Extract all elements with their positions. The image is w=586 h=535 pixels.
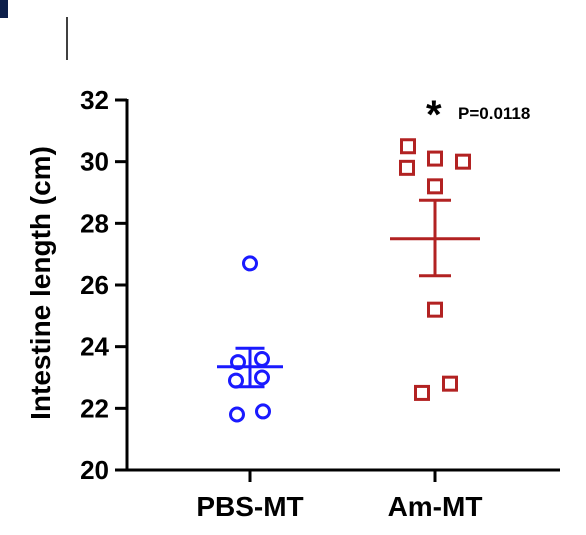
y-tick-label: 32 <box>80 85 109 115</box>
data-point <box>442 375 458 392</box>
data-point <box>427 301 443 318</box>
data-points <box>228 138 471 423</box>
significance-star: * <box>426 93 442 137</box>
data-point <box>399 159 415 176</box>
x-tick-label: PBS-MT <box>196 491 303 522</box>
data-point <box>254 351 270 367</box>
y-tick-label: 30 <box>80 147 109 177</box>
data-point <box>455 153 471 170</box>
y-axis-title: Intestine length (cm) <box>25 146 56 420</box>
data-point <box>414 384 430 401</box>
y-tick-label: 26 <box>80 270 109 300</box>
y-tick-label: 24 <box>80 332 109 362</box>
data-point <box>242 255 258 272</box>
data-point <box>255 403 271 420</box>
data-point <box>400 138 416 155</box>
data-point <box>229 406 245 423</box>
data-point <box>228 372 244 389</box>
data-point <box>427 178 443 195</box>
y-tick-label: 28 <box>80 208 109 238</box>
y-tick-label: 22 <box>80 393 109 423</box>
x-tick-label: Am-MT <box>388 491 483 522</box>
error-bars <box>217 198 480 389</box>
y-ticks: 20 22 24 26 28 30 32 <box>80 85 127 485</box>
corner-mark <box>0 0 8 18</box>
data-point <box>254 369 270 386</box>
x-ticks: PBS-MT Am-MT <box>196 470 482 522</box>
y-tick-label: 20 <box>80 455 109 485</box>
data-point <box>427 150 443 167</box>
data-point <box>230 354 246 371</box>
p-value-label: P=0.0118 <box>458 104 530 123</box>
